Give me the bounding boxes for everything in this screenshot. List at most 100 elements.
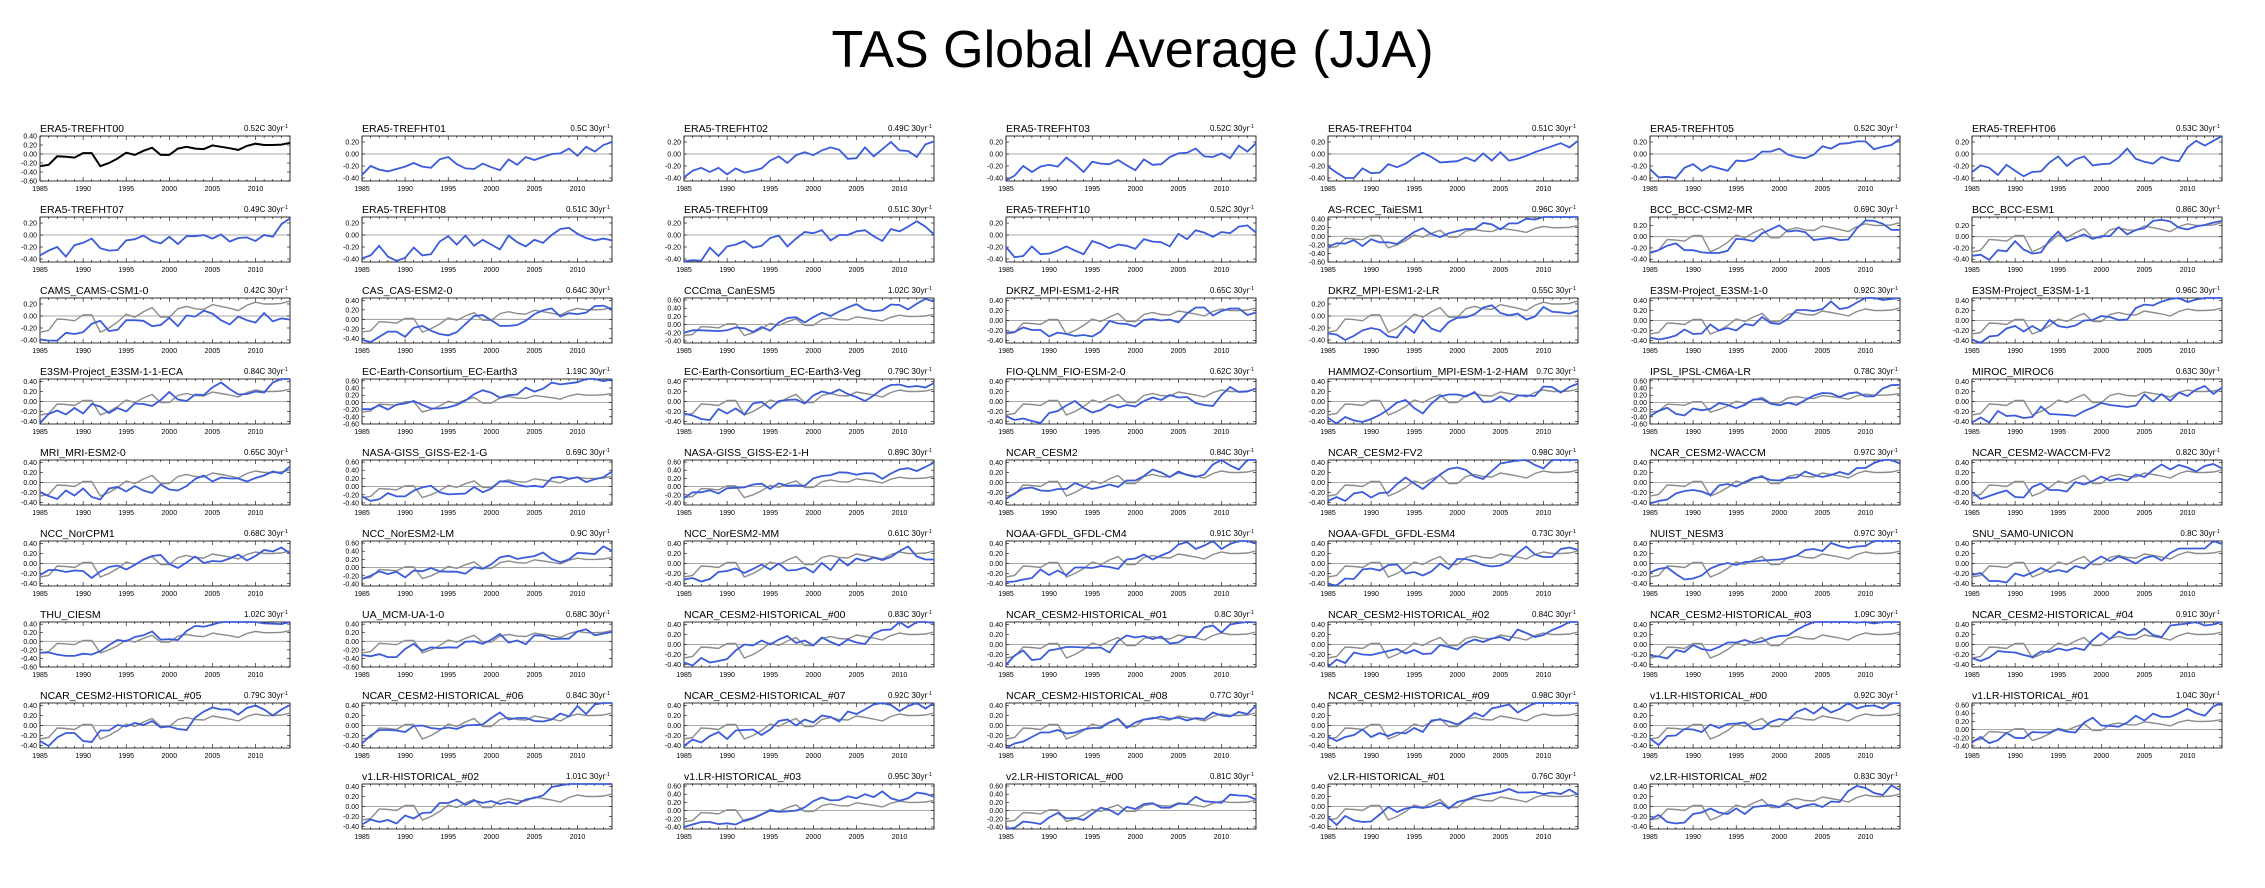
panel-title: NASA-GISS_GISS-E2-1-G xyxy=(362,447,487,459)
y-tick-label: 0.40 xyxy=(1955,711,1969,718)
x-tick-label: 2000 xyxy=(1772,672,1788,679)
trend-exponent: -1 xyxy=(1249,610,1254,616)
panel: CCCma_CanESM5 1.02C 30yr-1 0.600.400.200.0… xyxy=(665,285,935,355)
x-tick-label: 1995 xyxy=(1406,429,1422,436)
x-tick-label: 1990 xyxy=(75,267,91,274)
x-tick-label: 1995 xyxy=(762,672,778,679)
panel: BCC_BCC-ESM1 0.86C 30yr-1 0.20 0.00 -0.20 -0.… xyxy=(1953,204,2223,274)
model-series-line xyxy=(1327,304,1579,342)
x-tick-label: 1990 xyxy=(719,753,735,760)
x-tick-label: 2000 xyxy=(1450,510,1466,517)
observed-series-line xyxy=(1971,388,2223,416)
x-tick-label: 1995 xyxy=(1728,429,1744,436)
y-tick-label: 0.00 xyxy=(1311,399,1325,406)
x-tick-label: 1990 xyxy=(719,510,735,517)
x-tick-label: 2010 xyxy=(570,186,586,193)
x-tick-label: 1995 xyxy=(1728,510,1744,517)
x-tick-label: 2010 xyxy=(892,429,908,436)
x-tick-label: 1985 xyxy=(354,672,370,679)
x-tick-label: 1985 xyxy=(1964,186,1980,193)
model-series-line xyxy=(1971,621,2223,662)
y-tick-label: 0.00 xyxy=(345,317,359,324)
panel: CAMS_CAMS-CSM1-0 0.42C 30yr-1 0.20 0.00 -0.2… xyxy=(21,285,291,355)
trend-label: 0.52C 30yr-1 xyxy=(1210,124,1254,133)
x-tick-label: 1995 xyxy=(1728,753,1744,760)
model-series-line xyxy=(1649,540,1900,581)
y-tick-label: -0.40 xyxy=(665,500,681,507)
panel: HAMMOZ-Consortium_MPI-ESM-1-2-HAM 0.7C 30… xyxy=(1309,366,1579,436)
y-tick-label: -0.40 xyxy=(1631,662,1647,669)
model-series-line xyxy=(1005,621,1257,666)
y-tick-label: -0.40 xyxy=(987,743,1003,750)
x-tick-label: 1985 xyxy=(676,186,692,193)
panel: NCAR_CESM2-HISTORICAL_#08 0.77C 30yr-1 0.4… xyxy=(987,690,1257,760)
trend-label: 0.49C 30yr-1 xyxy=(244,205,288,214)
y-tick-label: -0.20 xyxy=(21,490,37,497)
y-tick-label: 0.20 xyxy=(667,314,681,321)
y-tick-label: -0.40 xyxy=(1309,338,1325,345)
panel: NCAR_CESM2-HISTORICAL_#05 0.79C 30yr-1 0.4… xyxy=(21,690,291,760)
trend-label: 0.68C 30yr-1 xyxy=(566,610,610,619)
trend-label: 0.68C 30yr-1 xyxy=(244,529,288,538)
y-tick-label: 0.00 xyxy=(1955,727,1969,734)
x-tick-label: 1995 xyxy=(440,186,456,193)
x-tick-label: 1990 xyxy=(1363,429,1379,436)
y-tick-label: 0.40 xyxy=(345,298,359,305)
x-tick-label: 1990 xyxy=(397,348,413,355)
x-tick-label: 1985 xyxy=(998,591,1014,598)
x-tick-label: 1985 xyxy=(1320,672,1336,679)
plot-frame xyxy=(361,378,613,425)
x-tick-label: 2005 xyxy=(205,348,221,355)
y-tick-label: 0.00 xyxy=(1311,234,1325,241)
trend-exponent: -1 xyxy=(1893,286,1898,292)
observed-series-line xyxy=(1005,307,1257,335)
y-tick-label: -0.20 xyxy=(987,245,1003,252)
y-tick-label: 0.40 xyxy=(1633,622,1647,629)
x-tick-label: 2005 xyxy=(1815,591,1831,598)
y-tick-label: 0.40 xyxy=(667,306,681,313)
x-tick-label: 2005 xyxy=(205,267,221,274)
y-tick-label: -0.20 xyxy=(665,492,681,499)
y-tick-label: 0.00 xyxy=(23,561,37,568)
x-tick-label: 2005 xyxy=(205,753,221,760)
x-tick-label: 2010 xyxy=(2180,591,2196,598)
x-tick-label: 1985 xyxy=(676,753,692,760)
x-tick-label: 2005 xyxy=(2137,186,2153,193)
x-tick-label: 2000 xyxy=(1128,429,1144,436)
y-tick-label: -0.40 xyxy=(665,257,681,264)
x-tick-label: 1985 xyxy=(32,429,48,436)
observed-series-line xyxy=(1649,469,1901,497)
trend-label: 0.9C 30yr-1 xyxy=(570,529,610,538)
x-tick-label: 2005 xyxy=(527,186,543,193)
x-tick-label: 1995 xyxy=(1084,267,1100,274)
model-series-line xyxy=(1971,463,2223,501)
plot-frame xyxy=(39,135,291,182)
y-tick-label: 0.00 xyxy=(1311,723,1325,730)
y-tick-label: 0.40 xyxy=(1633,703,1647,710)
y-tick-label: -0.40 xyxy=(1631,176,1647,183)
panel: E3SM-Project_E3SM-1-1 0.96C 30yr-1 0.40 0.2… xyxy=(1953,285,2223,355)
x-tick-label: 1985 xyxy=(998,510,1014,517)
x-tick-label: 2005 xyxy=(1493,591,1509,598)
x-tick-label: 1985 xyxy=(998,186,1014,193)
trend-label: 0.84C 30yr-1 xyxy=(1532,610,1576,619)
y-tick-label: -0.40 xyxy=(987,581,1003,588)
x-tick-label: 1990 xyxy=(1041,753,1057,760)
panel-title: ERA5-TREFHT03 xyxy=(1006,123,1090,135)
observed-series-line xyxy=(683,631,935,659)
x-tick-label: 1985 xyxy=(1320,753,1336,760)
x-tick-label: 1990 xyxy=(2007,753,2023,760)
x-tick-label: 1990 xyxy=(719,348,735,355)
model-series-line xyxy=(1327,459,1578,503)
trend-exponent: -1 xyxy=(283,448,288,454)
x-tick-label: 1995 xyxy=(2050,348,2066,355)
trend-exponent: -1 xyxy=(1249,286,1254,292)
y-tick-label: -0.40 xyxy=(665,581,681,588)
observed-series-line xyxy=(683,388,935,416)
x-tick-label: 2000 xyxy=(2094,510,2110,517)
y-tick-label: -0.40 xyxy=(1631,414,1647,421)
trend-label: 0.69C 30yr-1 xyxy=(566,448,610,457)
x-tick-label: 2005 xyxy=(2137,591,2153,598)
panel: NUIST_NESM3 0.97C 30yr-1 0.40 0.20 0.00 -0.20… xyxy=(1631,528,1901,598)
x-tick-label: 2005 xyxy=(1493,267,1509,274)
